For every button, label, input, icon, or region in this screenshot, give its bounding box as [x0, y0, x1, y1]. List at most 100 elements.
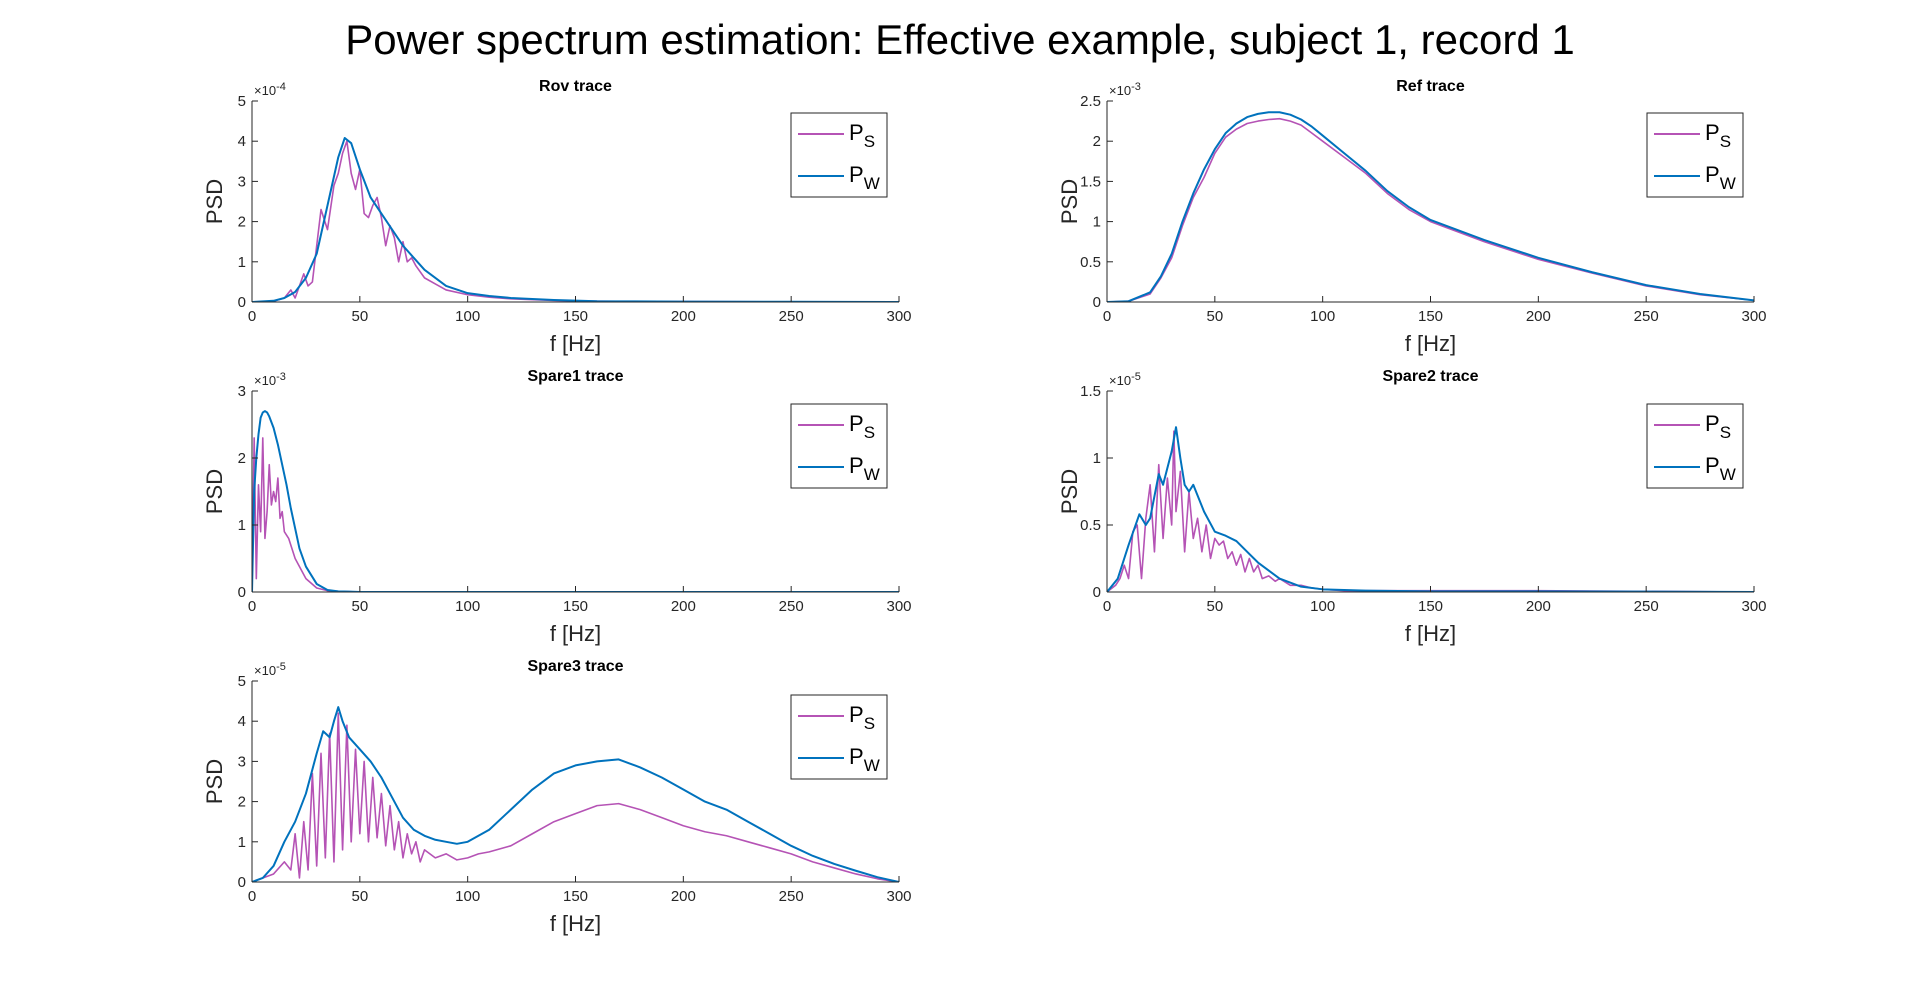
x-tick-label: 100 — [1310, 598, 1335, 615]
legend: PS PW — [1646, 112, 1744, 198]
legend-label-pw: PW — [1705, 162, 1736, 193]
x-tick-label: 200 — [1526, 598, 1551, 615]
y-exponent-label: ×10-3 — [254, 371, 286, 388]
y-exponent-label: ×10-3 — [1109, 81, 1141, 98]
legend: PS PW — [790, 403, 888, 489]
legend-label-pw: PW — [849, 744, 880, 775]
legend-box — [790, 403, 888, 489]
x-tick-label: 300 — [886, 888, 911, 905]
series-line-pw — [252, 410, 899, 592]
subplot-2: 0 50 100 150 200 250 300 0 0.5 1 1.5 2 2.5 ×10-3 Ref t… — [1057, 78, 1767, 356]
x-tick-label: 0 — [248, 888, 256, 905]
series-line-ps — [1107, 117, 1754, 302]
x-tick-label: 100 — [455, 308, 480, 325]
y-tick-label: 2.5 — [1080, 93, 1101, 110]
y-tick-label: 0 — [238, 584, 246, 601]
series-line-ps — [252, 437, 899, 592]
x-tick-label: 150 — [563, 308, 588, 325]
y-tick-label: 2 — [238, 214, 246, 231]
subplot-5: 0 50 100 150 200 250 300 0 1 2 3 4 5 ×10-5 Spare3 trac… — [202, 658, 912, 936]
y-tick-label: 0 — [238, 874, 246, 891]
y-tick-label: 2 — [238, 794, 246, 811]
x-tick-label: 300 — [886, 308, 911, 325]
legend-label-ps: PS — [1705, 411, 1731, 442]
x-axis-label: f [Hz] — [550, 331, 601, 356]
x-tick-label: 200 — [671, 888, 696, 905]
x-tick-label: 250 — [1634, 598, 1659, 615]
y-tick-label: 0.5 — [1080, 517, 1101, 534]
y-tick-label: 0 — [1093, 584, 1101, 601]
subplot-title: Spare1 trace — [527, 368, 623, 385]
x-tick-label: 0 — [1103, 598, 1111, 615]
x-tick-label: 150 — [563, 598, 588, 615]
series-line-pw — [1107, 111, 1754, 302]
legend-label-pw: PW — [849, 162, 880, 193]
series-line-ps — [252, 140, 899, 302]
x-tick-label: 200 — [671, 308, 696, 325]
y-tick-label: 1 — [1093, 450, 1101, 467]
y-tick-label: 3 — [238, 383, 246, 400]
x-axis-label: f [Hz] — [550, 621, 601, 646]
y-axis-label: PSD — [202, 759, 227, 804]
x-tick-label: 50 — [351, 888, 368, 905]
y-tick-label: 4 — [238, 133, 246, 150]
legend-label-ps: PS — [1705, 120, 1731, 151]
subplot-4: 0 50 100 150 200 250 300 0 0.5 1 1.5 ×10-5 Spare2 tr… — [1057, 368, 1767, 646]
x-tick-label: 0 — [1103, 308, 1111, 325]
legend: PS PW — [790, 112, 888, 198]
x-tick-label: 0 — [248, 598, 256, 615]
x-tick-label: 100 — [455, 598, 480, 615]
y-axis-label: PSD — [1057, 179, 1082, 224]
y-tick-label: 0.5 — [1080, 254, 1101, 271]
y-tick-label: 1 — [238, 834, 246, 851]
y-tick-label: 1 — [238, 517, 246, 534]
x-tick-label: 100 — [455, 888, 480, 905]
x-tick-label: 300 — [1741, 308, 1766, 325]
subplot-3: 0 50 100 150 200 250 300 0 1 2 3 ×10-3 Spare1 trace f… — [202, 368, 912, 646]
legend: PS PW — [790, 694, 888, 780]
x-tick-label: 150 — [1418, 598, 1443, 615]
y-axis-label: PSD — [202, 469, 227, 514]
x-tick-label: 300 — [1741, 598, 1766, 615]
y-tick-label: 5 — [238, 673, 246, 690]
x-tick-label: 50 — [1206, 308, 1223, 325]
subplot-title: Ref trace — [1396, 78, 1465, 95]
y-exponent-label: ×10-5 — [254, 661, 286, 678]
x-axis-label: f [Hz] — [1405, 331, 1456, 356]
figure-title: Power spectrum estimation: Effective exa… — [345, 16, 1575, 63]
x-tick-label: 250 — [1634, 308, 1659, 325]
y-tick-label: 3 — [238, 753, 246, 770]
y-tick-label: 3 — [238, 173, 246, 190]
y-tick-label: 0 — [238, 294, 246, 311]
x-tick-label: 250 — [779, 888, 804, 905]
legend-label-pw: PW — [1705, 453, 1736, 484]
legend-box — [790, 694, 888, 780]
series-line-pw — [252, 706, 899, 882]
subplot-title: Spare3 trace — [527, 658, 623, 675]
y-exponent-label: ×10-5 — [1109, 371, 1141, 388]
x-tick-label: 300 — [886, 598, 911, 615]
y-axis-label: PSD — [202, 179, 227, 224]
legend: PS PW — [1646, 403, 1744, 489]
x-tick-label: 50 — [351, 598, 368, 615]
legend-box — [1646, 403, 1744, 489]
y-exponent-label: ×10-4 — [254, 81, 286, 98]
legend-label-ps: PS — [849, 411, 875, 442]
y-tick-label: 0 — [1093, 294, 1101, 311]
x-tick-label: 200 — [1526, 308, 1551, 325]
y-tick-label: 1 — [238, 254, 246, 271]
y-axis-label: PSD — [1057, 469, 1082, 514]
x-axis-label: f [Hz] — [550, 911, 601, 936]
x-tick-label: 50 — [1206, 598, 1223, 615]
subplot-1: 0 50 100 150 200 250 300 0 1 2 3 4 5 ×10-4 Rov trace f … — [202, 78, 912, 356]
legend-label-ps: PS — [849, 702, 875, 733]
legend-box — [1646, 112, 1744, 198]
y-tick-label: 1 — [1093, 214, 1101, 231]
y-tick-label: 2 — [238, 450, 246, 467]
x-tick-label: 0 — [248, 308, 256, 325]
x-tick-label: 150 — [563, 888, 588, 905]
subplot-title: Spare2 trace — [1382, 368, 1478, 385]
legend-label-ps: PS — [849, 120, 875, 151]
series-line-pw — [1107, 426, 1754, 592]
